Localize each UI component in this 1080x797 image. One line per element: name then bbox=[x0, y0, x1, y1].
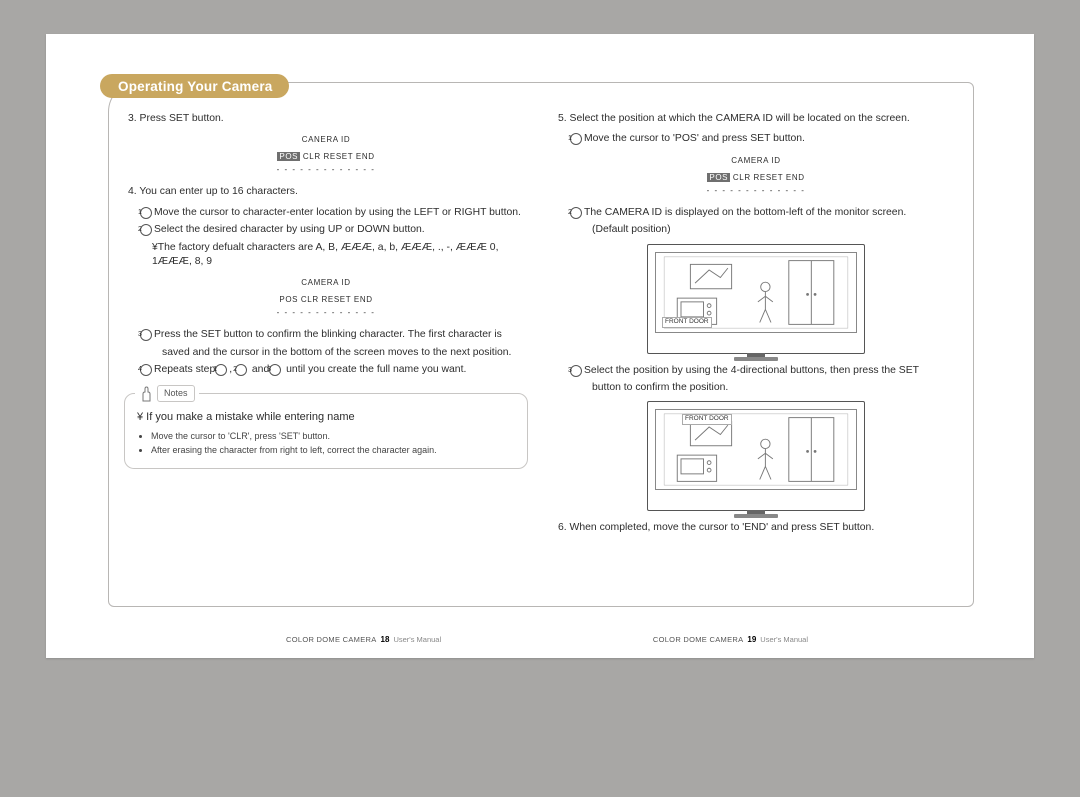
front-door-label: FRONT DOOR bbox=[662, 317, 712, 327]
front-door-label: FRONT DOOR bbox=[682, 414, 732, 424]
osd-dashes: - - - - - - - - - - - - - bbox=[260, 307, 392, 318]
osd-rest: CLR RESET END bbox=[303, 152, 375, 161]
osd-rest: CLR RESET END bbox=[733, 173, 805, 182]
footer-left: COLOR DOME CAMERA 18 User's Manual bbox=[286, 635, 441, 644]
section-heading: Operating Your Camera bbox=[100, 74, 289, 98]
osd-title: CANERA ID bbox=[260, 134, 392, 145]
step-4e: 4Repeats step1, 2 and3 until you create … bbox=[152, 363, 528, 377]
product-name: COLOR DOME CAMERA bbox=[653, 635, 744, 644]
page-right: 5. Select the position at which the CAME… bbox=[554, 112, 958, 542]
osd-dashes: - - - - - - - - - - - - - bbox=[260, 164, 392, 175]
page-left: 3. Press SET button. CANERA ID POS CLR R… bbox=[124, 112, 528, 542]
osd-screen-2: CAMERA ID POS CLR RESET END - - - - - - … bbox=[260, 277, 392, 318]
osd-text-r: CLR RESET END bbox=[301, 295, 373, 304]
notes-label: Notes bbox=[157, 385, 195, 401]
monitor-preview-1: FRONT DOOR bbox=[647, 244, 865, 354]
step-5b-cont: (Default position) bbox=[592, 223, 958, 237]
footer-right: COLOR DOME CAMERA 19 User's Manual bbox=[653, 635, 808, 644]
step-4d: 3Press the SET button to confirm the bli… bbox=[152, 328, 528, 342]
osd-text-l: POS bbox=[279, 295, 301, 304]
notes-tag: Notes bbox=[135, 385, 199, 401]
step-6: 6. When completed, move the cursor to 'E… bbox=[572, 521, 958, 535]
hand-icon bbox=[139, 386, 153, 402]
osd-screen-3: CAMERA ID POS CLR RESET END - - - - - - … bbox=[690, 155, 822, 196]
step-4a: 1Move the cursor to character-enter loca… bbox=[152, 206, 528, 220]
step-4b: 2Select the desired character by using U… bbox=[152, 223, 528, 237]
users-manual: User's Manual bbox=[760, 635, 808, 644]
notes-li-1: Move the cursor to 'CLR', press 'SET' bu… bbox=[151, 430, 515, 442]
manual-spread: Operating Your Camera 3. Press SET butto… bbox=[46, 34, 1034, 658]
osd-screen-1: CANERA ID POS CLR RESET END - - - - - - … bbox=[260, 134, 392, 175]
step-4c: ¥The factory defualt characters are A, B… bbox=[152, 241, 528, 270]
heading-text: Operating Your Camera bbox=[118, 79, 273, 94]
step-4d-cont: saved and the cursor in the bottom of th… bbox=[162, 346, 528, 360]
step-5b: 2The CAMERA ID is displayed on the botto… bbox=[582, 206, 958, 220]
step-3: 3. Press SET button. bbox=[142, 112, 528, 126]
osd-title: CAMERA ID bbox=[260, 277, 392, 288]
page-number: 18 bbox=[381, 635, 390, 644]
users-manual: User's Manual bbox=[393, 635, 441, 644]
step-5c: 3Select the position by using the 4-dire… bbox=[582, 364, 958, 378]
page-number: 19 bbox=[747, 635, 756, 644]
step-4: 4. You can enter up to 16 characters. bbox=[142, 185, 528, 199]
notes-lead: ¥ If you make a mistake while entering n… bbox=[137, 410, 515, 425]
osd-dashes: - - - - - - - - - - - - - bbox=[690, 185, 822, 196]
step-5: 5. Select the position at which the CAME… bbox=[572, 112, 958, 126]
osd-highlight: POS bbox=[707, 173, 730, 182]
product-name: COLOR DOME CAMERA bbox=[286, 635, 377, 644]
notes-box: Notes ¥ If you make a mistake while ente… bbox=[124, 393, 528, 469]
step-5c-cont: button to confirm the position. bbox=[592, 381, 958, 395]
osd-title: CAMERA ID bbox=[690, 155, 822, 166]
step-5a: 1Move the cursor to 'POS' and press SET … bbox=[582, 132, 958, 146]
monitor-preview-2: FRONT DOOR bbox=[647, 401, 865, 511]
notes-li-2: After erasing the character from right t… bbox=[151, 444, 515, 456]
osd-highlight: POS bbox=[277, 152, 300, 161]
